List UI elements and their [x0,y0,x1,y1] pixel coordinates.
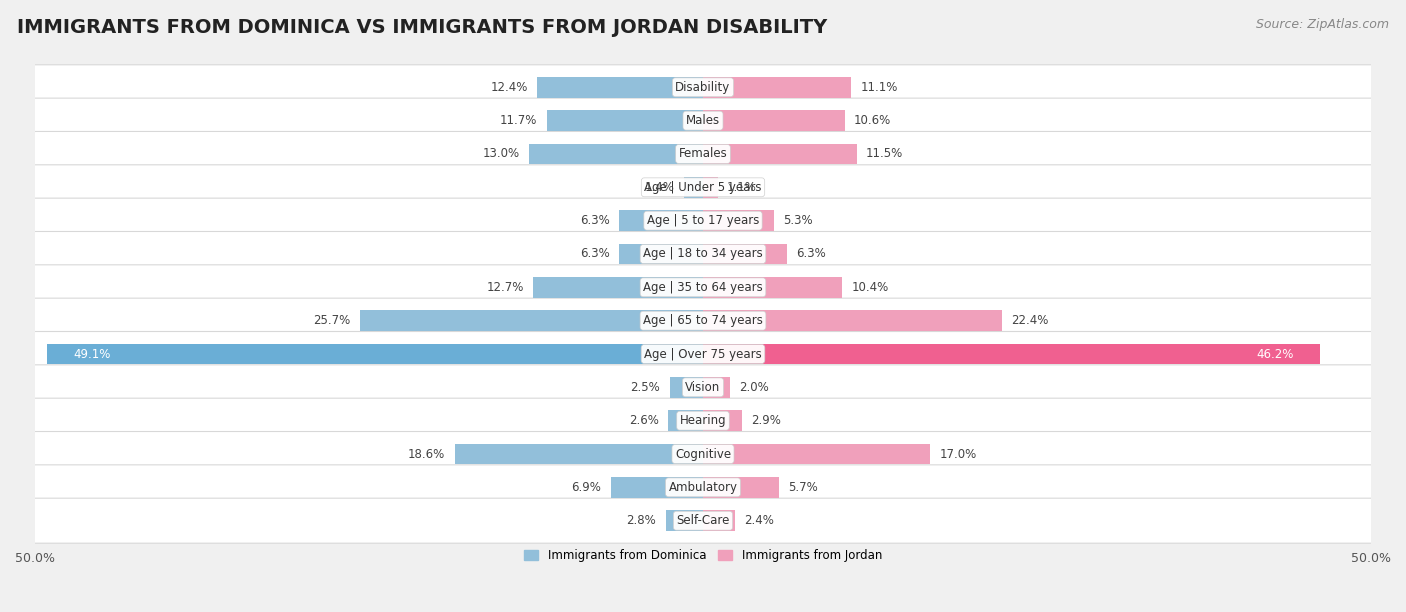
Bar [529,144,703,164]
Text: Males: Males [686,114,720,127]
Text: 2.4%: 2.4% [744,514,775,527]
Text: 17.0%: 17.0% [939,447,977,460]
Text: 49.1%: 49.1% [73,348,111,360]
FancyBboxPatch shape [31,332,1375,376]
Text: Age | 18 to 34 years: Age | 18 to 34 years [643,247,763,261]
Text: 1.4%: 1.4% [645,181,675,194]
Text: Hearing: Hearing [679,414,727,427]
Bar [703,477,779,498]
Text: 46.2%: 46.2% [1256,348,1294,360]
Bar [703,510,735,531]
FancyBboxPatch shape [31,198,1375,243]
Bar [685,177,703,198]
Bar [703,244,787,264]
Bar [668,410,703,431]
Text: Self-Care: Self-Care [676,514,730,527]
Text: 1.1%: 1.1% [727,181,756,194]
FancyBboxPatch shape [31,398,1375,443]
Text: 6.3%: 6.3% [579,214,609,227]
Legend: Immigrants from Dominica, Immigrants from Jordan: Immigrants from Dominica, Immigrants fro… [519,545,887,567]
FancyBboxPatch shape [31,265,1375,310]
Bar [703,310,1002,331]
Text: 5.3%: 5.3% [783,214,813,227]
Text: 2.9%: 2.9% [751,414,780,427]
Bar [665,510,703,531]
Text: 12.4%: 12.4% [491,81,529,94]
FancyBboxPatch shape [31,132,1375,176]
Text: Age | 65 to 74 years: Age | 65 to 74 years [643,314,763,327]
FancyBboxPatch shape [31,365,1375,410]
Text: 2.6%: 2.6% [628,414,659,427]
Text: Age | 5 to 17 years: Age | 5 to 17 years [647,214,759,227]
Text: 22.4%: 22.4% [1011,314,1049,327]
Text: IMMIGRANTS FROM DOMINICA VS IMMIGRANTS FROM JORDAN DISABILITY: IMMIGRANTS FROM DOMINICA VS IMMIGRANTS F… [17,18,827,37]
Bar [703,110,845,131]
FancyBboxPatch shape [31,165,1375,210]
Bar [454,444,703,465]
Bar [703,77,851,98]
Text: 11.5%: 11.5% [866,147,903,160]
Text: 6.9%: 6.9% [572,481,602,494]
Bar [703,277,842,297]
Text: Ambulatory: Ambulatory [668,481,738,494]
FancyBboxPatch shape [31,98,1375,143]
Bar [703,211,773,231]
Text: Disability: Disability [675,81,731,94]
Bar [703,344,1320,364]
Bar [703,377,730,398]
FancyBboxPatch shape [31,465,1375,510]
FancyBboxPatch shape [31,498,1375,543]
Text: 11.1%: 11.1% [860,81,898,94]
Text: 10.4%: 10.4% [851,281,889,294]
Text: 6.3%: 6.3% [797,247,827,261]
Bar [547,110,703,131]
Bar [46,344,703,364]
Text: 2.5%: 2.5% [630,381,661,394]
Text: 12.7%: 12.7% [486,281,524,294]
FancyBboxPatch shape [31,298,1375,343]
Text: Age | Over 75 years: Age | Over 75 years [644,348,762,360]
Bar [669,377,703,398]
Bar [533,277,703,297]
FancyBboxPatch shape [31,231,1375,277]
Text: Cognitive: Cognitive [675,447,731,460]
Text: 18.6%: 18.6% [408,447,446,460]
Text: 6.3%: 6.3% [579,247,609,261]
Bar [703,410,742,431]
Bar [703,444,931,465]
Text: Vision: Vision [685,381,721,394]
Bar [703,144,856,164]
Text: Females: Females [679,147,727,160]
Bar [537,77,703,98]
Text: Age | Under 5 years: Age | Under 5 years [644,181,762,194]
Text: 25.7%: 25.7% [314,314,350,327]
Text: Source: ZipAtlas.com: Source: ZipAtlas.com [1256,18,1389,31]
Text: 5.7%: 5.7% [789,481,818,494]
Text: Age | 35 to 64 years: Age | 35 to 64 years [643,281,763,294]
Bar [610,477,703,498]
Text: 10.6%: 10.6% [853,114,891,127]
Bar [703,177,717,198]
Text: 11.7%: 11.7% [501,114,537,127]
FancyBboxPatch shape [31,431,1375,477]
Bar [360,310,703,331]
Text: 2.0%: 2.0% [740,381,769,394]
Text: 13.0%: 13.0% [482,147,520,160]
Bar [619,211,703,231]
Bar [619,244,703,264]
Text: 2.8%: 2.8% [627,514,657,527]
FancyBboxPatch shape [31,65,1375,110]
